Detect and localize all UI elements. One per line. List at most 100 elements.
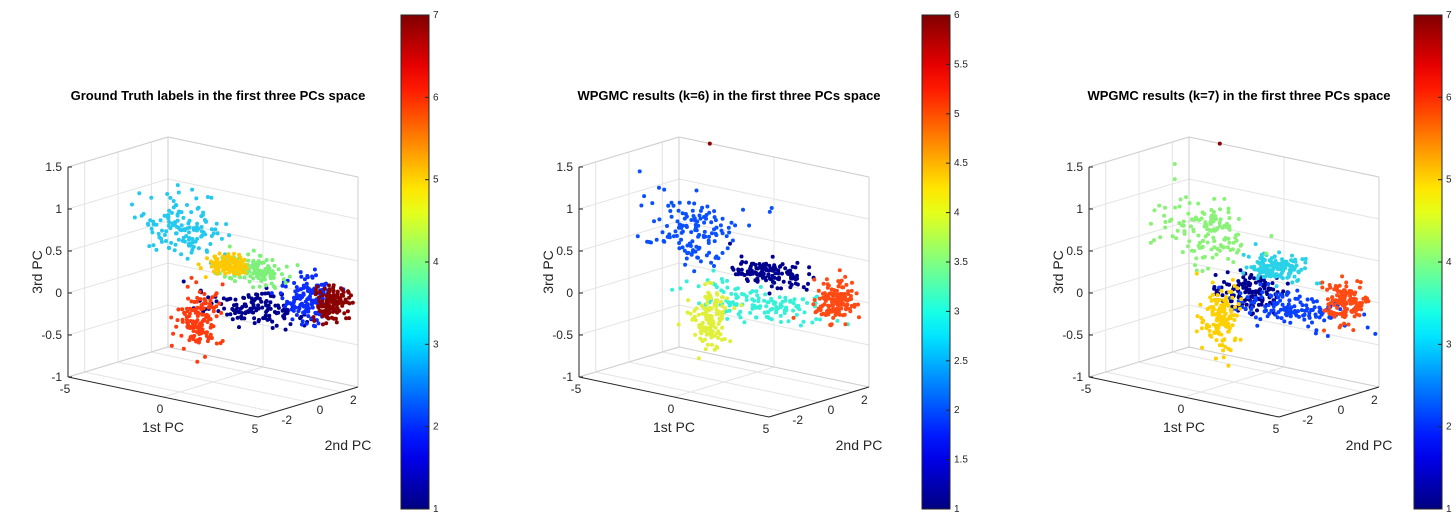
data-point-cluster-4 [251, 258, 256, 263]
data-point-cluster-2 [733, 223, 738, 228]
data-point-cluster-5 [1230, 277, 1235, 282]
data-point-cluster-1 [739, 254, 744, 259]
x-axis-line [578, 376, 770, 418]
data-point-cluster-2 [685, 243, 690, 248]
data-point-cluster-3 [783, 295, 788, 300]
data-point-cluster-2 [1217, 285, 1222, 290]
data-point-cluster-6 [181, 346, 186, 351]
data-point-cluster-6 [1343, 293, 1348, 298]
data-point-cluster-5 [1199, 326, 1204, 331]
data-point-cluster-1 [1281, 289, 1286, 294]
data-point-cluster-4 [1206, 266, 1211, 271]
data-point-cluster-3 [174, 231, 179, 236]
data-point-cluster-1 [776, 271, 781, 276]
data-point-cluster-2 [697, 213, 702, 218]
colorbar [921, 14, 951, 510]
data-point-cluster-6 [1343, 313, 1348, 318]
data-point-cluster-1 [770, 279, 775, 284]
data-point-cluster-4 [1225, 245, 1230, 250]
data-point-cluster-4 [1231, 240, 1236, 245]
data-point-cluster-3 [176, 190, 181, 195]
data-point-cluster-5 [205, 256, 209, 261]
data-point-cluster-7 [346, 289, 350, 294]
data-point-cluster-4 [270, 258, 275, 262]
data-point-cluster-5 [854, 291, 859, 296]
chart-title: Ground Truth labels in the first three P… [71, 88, 366, 103]
data-point-cluster-5 [839, 306, 844, 311]
data-point-cluster-5 [236, 265, 241, 270]
data-point-cluster-2 [692, 201, 697, 206]
data-point-cluster-5 [1207, 328, 1212, 333]
data-point-cluster-6 [202, 292, 207, 296]
data-point-cluster-1 [268, 300, 273, 305]
data-point-cluster-2 [698, 216, 703, 221]
data-point-cluster-3 [159, 239, 164, 244]
data-point-cluster-3 [697, 301, 702, 306]
data-point-cluster-5 [1232, 313, 1237, 317]
data-point-cluster-1 [1213, 273, 1218, 277]
data-point-cluster-2 [747, 223, 752, 228]
data-point-cluster-2 [1286, 290, 1291, 295]
data-point-cluster-3 [209, 195, 214, 200]
data-point-cluster-1 [736, 267, 741, 272]
data-point-cluster-1 [242, 302, 247, 307]
data-point-cluster-1 [766, 272, 771, 277]
data-point-cluster-2 [292, 295, 296, 300]
colorbar-tick-label: 6 [433, 92, 439, 103]
data-point-cluster-5 [824, 293, 829, 298]
data-point-cluster-4 [1169, 217, 1174, 222]
data-point-cluster-4 [1189, 248, 1194, 253]
data-point-cluster-3 [132, 215, 137, 220]
data-point-cluster-1 [1241, 275, 1246, 280]
data-point-cluster-5 [213, 254, 218, 259]
data-point-cluster-3 [1274, 264, 1279, 268]
data-point-cluster-2 [301, 291, 306, 296]
data-point-cluster-4 [718, 332, 723, 337]
data-point-cluster-5 [1229, 289, 1234, 294]
z-tick-label: -0.5 [552, 328, 573, 342]
data-point-cluster-6 [214, 341, 219, 346]
data-point-cluster-1 [1236, 279, 1241, 284]
data-point-cluster-5 [1236, 302, 1241, 307]
data-point-cluster-3 [1281, 266, 1286, 271]
data-point-cluster-2 [296, 309, 301, 314]
data-point-cluster-5 [1222, 337, 1227, 342]
data-point-cluster-6 [1363, 299, 1368, 304]
data-point-cluster-7 [320, 293, 325, 298]
data-point-cluster-2 [1289, 305, 1294, 310]
data-point-cluster-2 [304, 281, 309, 286]
data-point-cluster-2 [679, 237, 684, 242]
x-tick-label: -5 [60, 382, 71, 396]
data-point-cluster-2 [729, 220, 734, 225]
data-point-cluster-2 [713, 255, 718, 260]
data-point-cluster-6 [182, 312, 187, 316]
data-point-cluster-4 [715, 345, 720, 350]
data-point-cluster-3 [779, 320, 783, 324]
y-tick-label: 0 [1338, 403, 1345, 417]
data-point-cluster-6 [205, 339, 210, 344]
data-point-cluster-6 [197, 339, 201, 344]
data-point-cluster-2 [306, 309, 311, 314]
data-point-cluster-2 [1267, 311, 1272, 316]
data-point-cluster-5 [236, 261, 241, 266]
data-point-cluster-6 [203, 330, 208, 335]
data-point-cluster-2 [1273, 312, 1278, 317]
data-point-cluster-3 [755, 293, 760, 298]
data-point-cluster-7 [335, 310, 339, 315]
data-point-cluster-7 [327, 311, 332, 315]
data-point-cluster-5 [245, 266, 250, 271]
data-point-cluster-4 [1264, 251, 1269, 256]
data-point-cluster-5 [1213, 356, 1218, 361]
data-point-cluster-4 [719, 337, 724, 342]
data-point-cluster-3 [729, 291, 734, 296]
data-point-cluster-3 [147, 244, 152, 249]
data-point-cluster-1 [246, 293, 251, 298]
x-tick-label: 0 [157, 402, 164, 416]
data-point-cluster-6 [1328, 301, 1333, 306]
data-point-cluster-6 [1348, 294, 1353, 298]
data-point-cluster-5 [838, 300, 843, 305]
data-point-cluster-1 [256, 303, 261, 308]
data-point-cluster-4 [257, 253, 262, 258]
data-point-cluster-4 [732, 306, 737, 311]
data-point-cluster-1 [259, 299, 264, 304]
